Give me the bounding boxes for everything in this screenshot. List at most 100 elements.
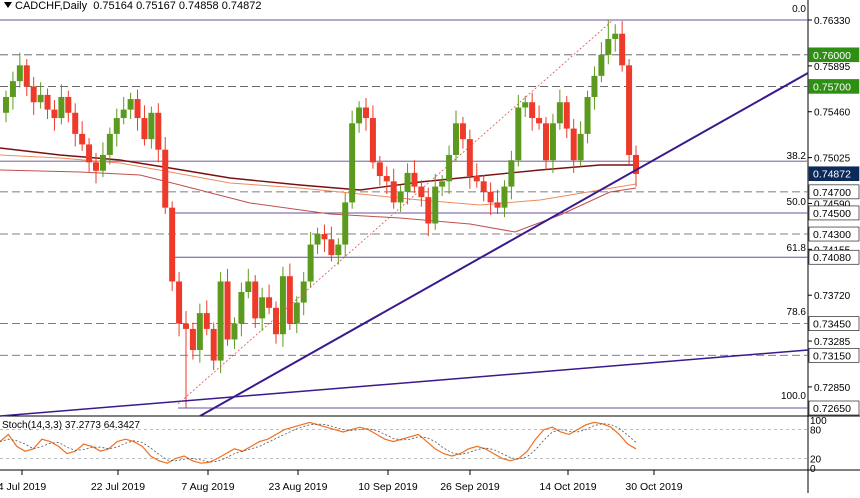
dropdown-triangle-icon[interactable] xyxy=(4,2,12,8)
candle[interactable] xyxy=(501,180,508,218)
candle[interactable] xyxy=(459,117,466,149)
candle[interactable] xyxy=(453,110,459,162)
candle[interactable] xyxy=(369,105,376,169)
candle[interactable] xyxy=(210,322,217,371)
candle[interactable] xyxy=(466,129,473,189)
candle[interactable] xyxy=(37,82,44,109)
candle[interactable] xyxy=(543,117,549,170)
candle[interactable] xyxy=(563,95,570,139)
candle[interactable] xyxy=(633,145,639,187)
svg-text:0.72650: 0.72650 xyxy=(813,403,851,415)
candle[interactable] xyxy=(508,150,515,200)
candle[interactable] xyxy=(231,317,238,349)
candle[interactable] xyxy=(390,168,397,209)
candle[interactable] xyxy=(556,89,563,130)
candle[interactable] xyxy=(515,94,522,167)
candle[interactable] xyxy=(404,163,411,205)
candle[interactable] xyxy=(314,227,321,255)
ascending-trendline[interactable] xyxy=(199,72,809,417)
candle[interactable] xyxy=(273,301,279,344)
candle[interactable] xyxy=(245,268,252,299)
candle[interactable] xyxy=(279,266,286,347)
candle[interactable] xyxy=(141,105,148,146)
candle[interactable] xyxy=(217,271,224,374)
candle[interactable] xyxy=(65,90,72,123)
candle[interactable] xyxy=(58,84,65,125)
candle[interactable] xyxy=(446,145,453,194)
candle[interactable] xyxy=(203,300,210,336)
candle[interactable] xyxy=(120,96,127,125)
candle[interactable] xyxy=(307,231,314,288)
candle[interactable] xyxy=(162,137,169,214)
candle[interactable] xyxy=(9,71,16,110)
price-tick-label: 0.76330 xyxy=(814,16,851,27)
price-tick-label: 0.73720 xyxy=(814,291,851,302)
candle[interactable] xyxy=(522,95,529,117)
candle[interactable] xyxy=(238,282,245,337)
candle[interactable] xyxy=(23,59,30,96)
candle[interactable] xyxy=(626,59,633,165)
candle[interactable] xyxy=(349,110,356,209)
candle[interactable] xyxy=(494,189,501,214)
candle[interactable] xyxy=(86,138,93,172)
candle[interactable] xyxy=(3,90,9,123)
candle[interactable] xyxy=(16,52,23,88)
candle[interactable] xyxy=(439,174,446,197)
candle[interactable] xyxy=(224,268,231,346)
candle[interactable] xyxy=(487,182,494,216)
candle[interactable] xyxy=(321,224,328,252)
candle[interactable] xyxy=(363,98,369,131)
candle[interactable] xyxy=(598,42,605,83)
candle[interactable] xyxy=(425,187,432,237)
candle[interactable] xyxy=(169,201,176,291)
candle[interactable] xyxy=(293,296,300,334)
candle[interactable] xyxy=(376,156,383,186)
long-term-trendline[interactable] xyxy=(0,349,809,417)
candle[interactable] xyxy=(79,121,86,151)
candle[interactable] xyxy=(619,21,626,72)
candle[interactable] xyxy=(473,163,480,188)
candle[interactable] xyxy=(612,24,619,52)
candle[interactable] xyxy=(155,103,162,163)
candle[interactable] xyxy=(418,180,425,207)
candle[interactable] xyxy=(342,192,349,258)
candle[interactable] xyxy=(328,226,335,262)
candle[interactable] xyxy=(335,238,342,265)
candle[interactable] xyxy=(577,121,584,167)
candle[interactable] xyxy=(30,76,37,115)
candle[interactable] xyxy=(480,174,487,202)
candle[interactable] xyxy=(591,66,598,110)
candle[interactable] xyxy=(148,106,155,149)
candle[interactable] xyxy=(411,160,418,193)
candle[interactable] xyxy=(529,92,536,131)
candle[interactable] xyxy=(134,89,141,131)
candle[interactable] xyxy=(183,311,189,408)
candle[interactable] xyxy=(44,88,51,120)
candle[interactable] xyxy=(570,119,577,173)
candle[interactable] xyxy=(99,142,106,178)
candle[interactable] xyxy=(72,103,79,147)
fib-anchor-line[interactable] xyxy=(177,19,614,405)
candle[interactable] xyxy=(300,271,307,316)
candle[interactable] xyxy=(106,127,113,165)
candle[interactable] xyxy=(176,271,183,337)
candle[interactable] xyxy=(432,173,439,230)
candle[interactable] xyxy=(605,20,612,65)
candle[interactable] xyxy=(113,108,120,147)
candle[interactable] xyxy=(584,90,591,144)
candle[interactable] xyxy=(549,113,556,173)
candle[interactable] xyxy=(259,287,266,332)
candle[interactable] xyxy=(383,166,390,194)
candle[interactable] xyxy=(189,322,196,360)
candle[interactable] xyxy=(356,101,363,133)
candle[interactable] xyxy=(51,100,58,131)
candle[interactable] xyxy=(127,92,134,120)
candle[interactable] xyxy=(93,152,99,184)
candle[interactable] xyxy=(536,105,543,130)
candle[interactable] xyxy=(286,263,293,330)
candle[interactable] xyxy=(252,275,259,328)
candle[interactable] xyxy=(196,303,203,363)
candle[interactable] xyxy=(266,284,273,315)
